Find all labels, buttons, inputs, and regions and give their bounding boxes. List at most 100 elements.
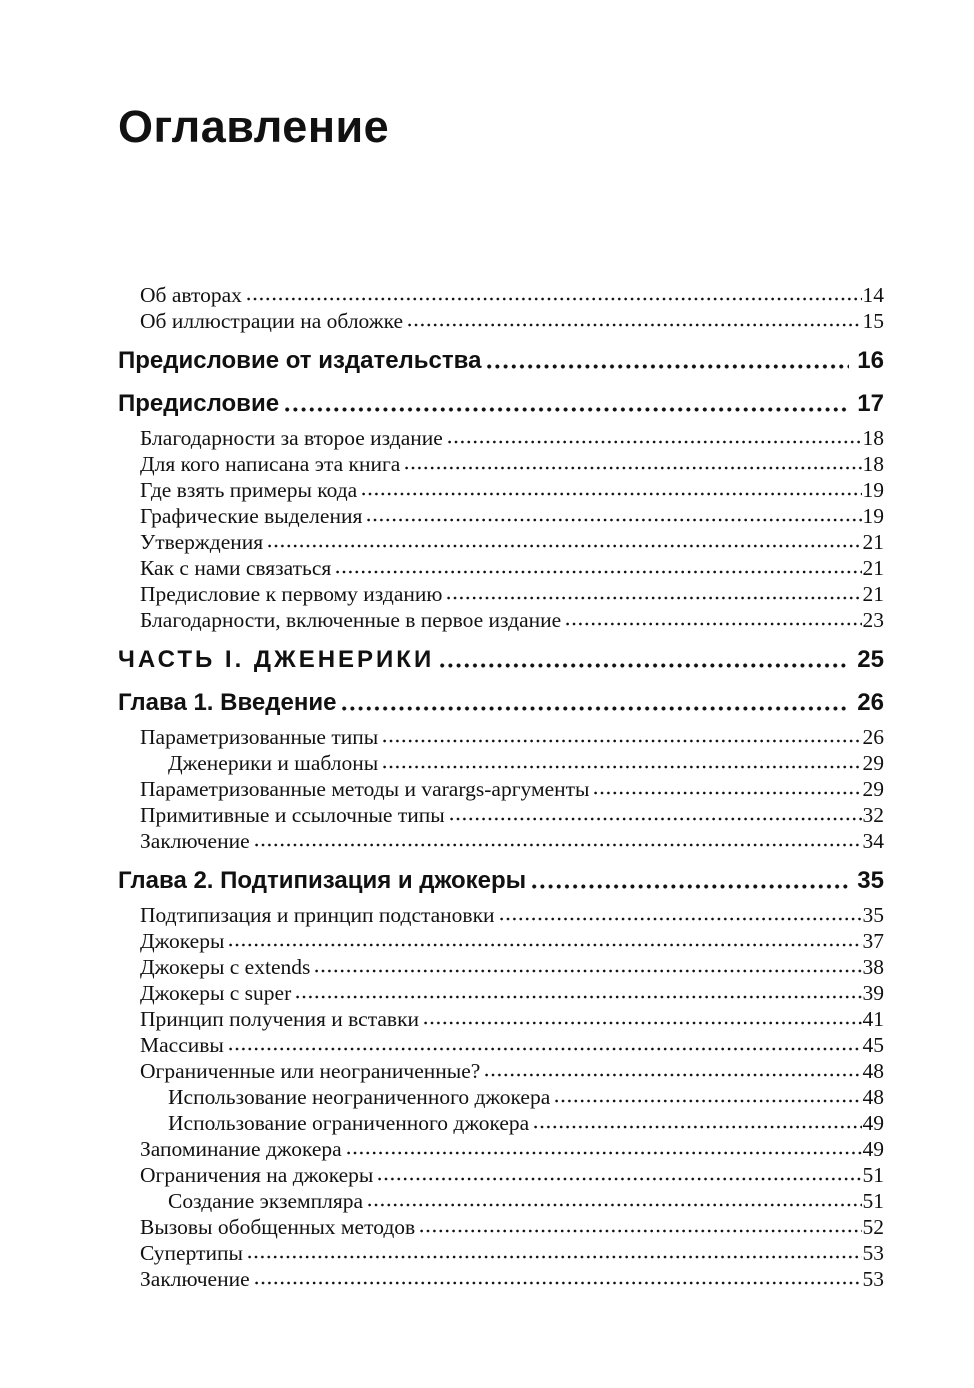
toc-entry-label: Для кого написана эта книга <box>140 452 401 476</box>
toc-entry-page-number: 49 <box>862 1137 885 1161</box>
toc-entry: Использование ограниченного джокера 49 <box>118 1110 884 1136</box>
toc-entry-label: Графические выделения <box>140 504 363 528</box>
toc-entry-label: Предисловие к первому изданию <box>140 582 443 606</box>
toc-entry-page-number: 18 <box>862 452 885 476</box>
page-title: Оглавление <box>118 101 390 152</box>
toc-entry: Об авторах 14 <box>118 282 884 308</box>
dot-leader <box>565 622 862 626</box>
toc-entry-page-number: 26 <box>862 725 885 749</box>
toc-entry-page-number: 14 <box>862 283 885 307</box>
toc-entry-label: Благодарности, включенные в первое издан… <box>140 608 562 632</box>
dot-leader <box>314 969 862 973</box>
toc-entry: Предисловие 17 <box>118 388 884 420</box>
toc-entry-label: Массивы <box>140 1033 224 1057</box>
dot-leader <box>533 1125 862 1129</box>
toc-entry: Предисловие от издательства 16 <box>118 345 884 377</box>
toc-entry: Вызовы обобщенных методов 52 <box>118 1214 884 1240</box>
toc-entry: Заключение 34 <box>118 828 884 854</box>
toc-entry: Как с нами связаться 21 <box>118 555 884 581</box>
toc-entry-label: ЧАСТЬ I. ДЖЕНЕРИКИ <box>118 646 435 673</box>
toc-entry-label: Параметризованные типы <box>140 725 379 749</box>
toc-entry-page-number: 23 <box>862 608 885 632</box>
toc-entry-label: Об авторах <box>140 283 242 307</box>
dot-leader <box>382 739 862 743</box>
toc-entry: Использование неограниченного джокера 48 <box>118 1084 884 1110</box>
toc-entry-page-number: 32 <box>862 803 885 827</box>
toc-entry-page-number: 29 <box>862 777 885 801</box>
toc-entry-page-number: 53 <box>862 1241 885 1265</box>
toc-entry-page-number: 29 <box>862 751 885 775</box>
dot-leader <box>367 1203 862 1207</box>
dot-leader <box>486 364 850 369</box>
toc-entry-label: Дженерики и шаблоны <box>168 751 379 775</box>
dot-leader <box>404 466 862 470</box>
toc-entry-label: Использование ограниченного джокера <box>168 1111 530 1135</box>
toc-entry-label: Джокеры с extends <box>140 955 311 979</box>
dot-leader <box>245 297 862 301</box>
dot-leader <box>407 323 862 327</box>
toc-entry: Подтипизация и принцип подстановки 35 <box>118 902 884 928</box>
dot-leader <box>498 917 862 921</box>
dot-leader <box>345 1151 862 1155</box>
dot-leader <box>341 706 850 711</box>
toc-entry: Создание экземпляра 51 <box>118 1188 884 1214</box>
dot-leader <box>295 995 862 999</box>
toc-entry-page-number: 15 <box>862 309 885 333</box>
toc-entry-page-number: 21 <box>862 582 885 606</box>
dot-leader <box>284 407 850 412</box>
dot-leader <box>361 492 862 496</box>
toc-entry-label: Подтипизация и принцип подстановки <box>140 903 495 927</box>
toc-entry-page-number: 45 <box>862 1033 885 1057</box>
toc-entry-label: Предисловие <box>118 390 280 417</box>
toc-entry-label: Как с нами связаться <box>140 556 332 580</box>
toc-entry: Графические выделения 19 <box>118 503 884 529</box>
dot-leader <box>377 1177 862 1181</box>
toc-entry-label: Супертипы <box>140 1241 243 1265</box>
toc-entry-label: Где взять примеры кода <box>140 478 358 502</box>
toc-entry-page-number: 19 <box>862 478 885 502</box>
dot-leader <box>246 1255 862 1259</box>
toc-entry-label: Создание экземпляра <box>168 1189 364 1213</box>
toc-entry: Параметризованные типы 26 <box>118 724 884 750</box>
toc-entry-label: Предисловие от издательства <box>118 347 482 374</box>
dot-leader <box>531 884 850 889</box>
toc-entry: Утверждения 21 <box>118 529 884 555</box>
toc-entry-label: Параметризованные методы и varargs-аргум… <box>140 777 590 801</box>
dot-leader <box>253 843 862 847</box>
toc-entry-page-number: 39 <box>862 981 885 1005</box>
toc-entry: Примитивные и ссылочные типы 32 <box>118 802 884 828</box>
toc-entry: Джокеры с super 39 <box>118 980 884 1006</box>
toc-entry-page-number: 48 <box>862 1085 885 1109</box>
toc-entry-page-number: 38 <box>862 955 885 979</box>
dot-leader <box>446 596 862 600</box>
dot-leader <box>366 518 862 522</box>
toc-entry-label: Джокеры <box>140 929 225 953</box>
dot-leader <box>423 1021 862 1025</box>
dot-leader <box>593 791 862 795</box>
dot-leader <box>446 440 862 444</box>
toc-entry-page-number: 41 <box>862 1007 885 1031</box>
toc-entry: Глава 1. Введение 26 <box>118 687 884 719</box>
toc-entry-label: Утверждения <box>140 530 264 554</box>
toc-entry-page-number: 17 <box>857 390 884 417</box>
toc-entry: Запоминание джокера 49 <box>118 1136 884 1162</box>
toc-entry-label: Благодарности за второе издание <box>140 426 443 450</box>
toc-entry: Благодарности, включенные в первое издан… <box>118 607 884 633</box>
dot-leader <box>554 1099 862 1103</box>
dot-leader <box>335 570 862 574</box>
dot-leader <box>227 1047 862 1051</box>
toc-entry: Об иллюстрации на обложке 15 <box>118 308 884 334</box>
toc-entry: Параметризованные методы и varargs-аргум… <box>118 776 884 802</box>
toc-entry-label: Примитивные и ссылочные типы <box>140 803 445 827</box>
toc-entry-label: Заключение <box>140 1267 250 1291</box>
dot-leader <box>382 765 862 769</box>
toc-list: Об авторах 14 Об иллюстрации на обложке … <box>118 282 884 1292</box>
toc-entry-label: Заключение <box>140 829 250 853</box>
toc-entry-page-number: 21 <box>862 530 885 554</box>
toc-entry: ЧАСТЬ I. ДЖЕНЕРИКИ 25 <box>118 644 884 676</box>
toc-entry-label: Использование неограниченного джокера <box>168 1085 551 1109</box>
toc-entry-page-number: 25 <box>857 646 884 673</box>
toc-entry-page-number: 19 <box>862 504 885 528</box>
dot-leader <box>484 1073 862 1077</box>
